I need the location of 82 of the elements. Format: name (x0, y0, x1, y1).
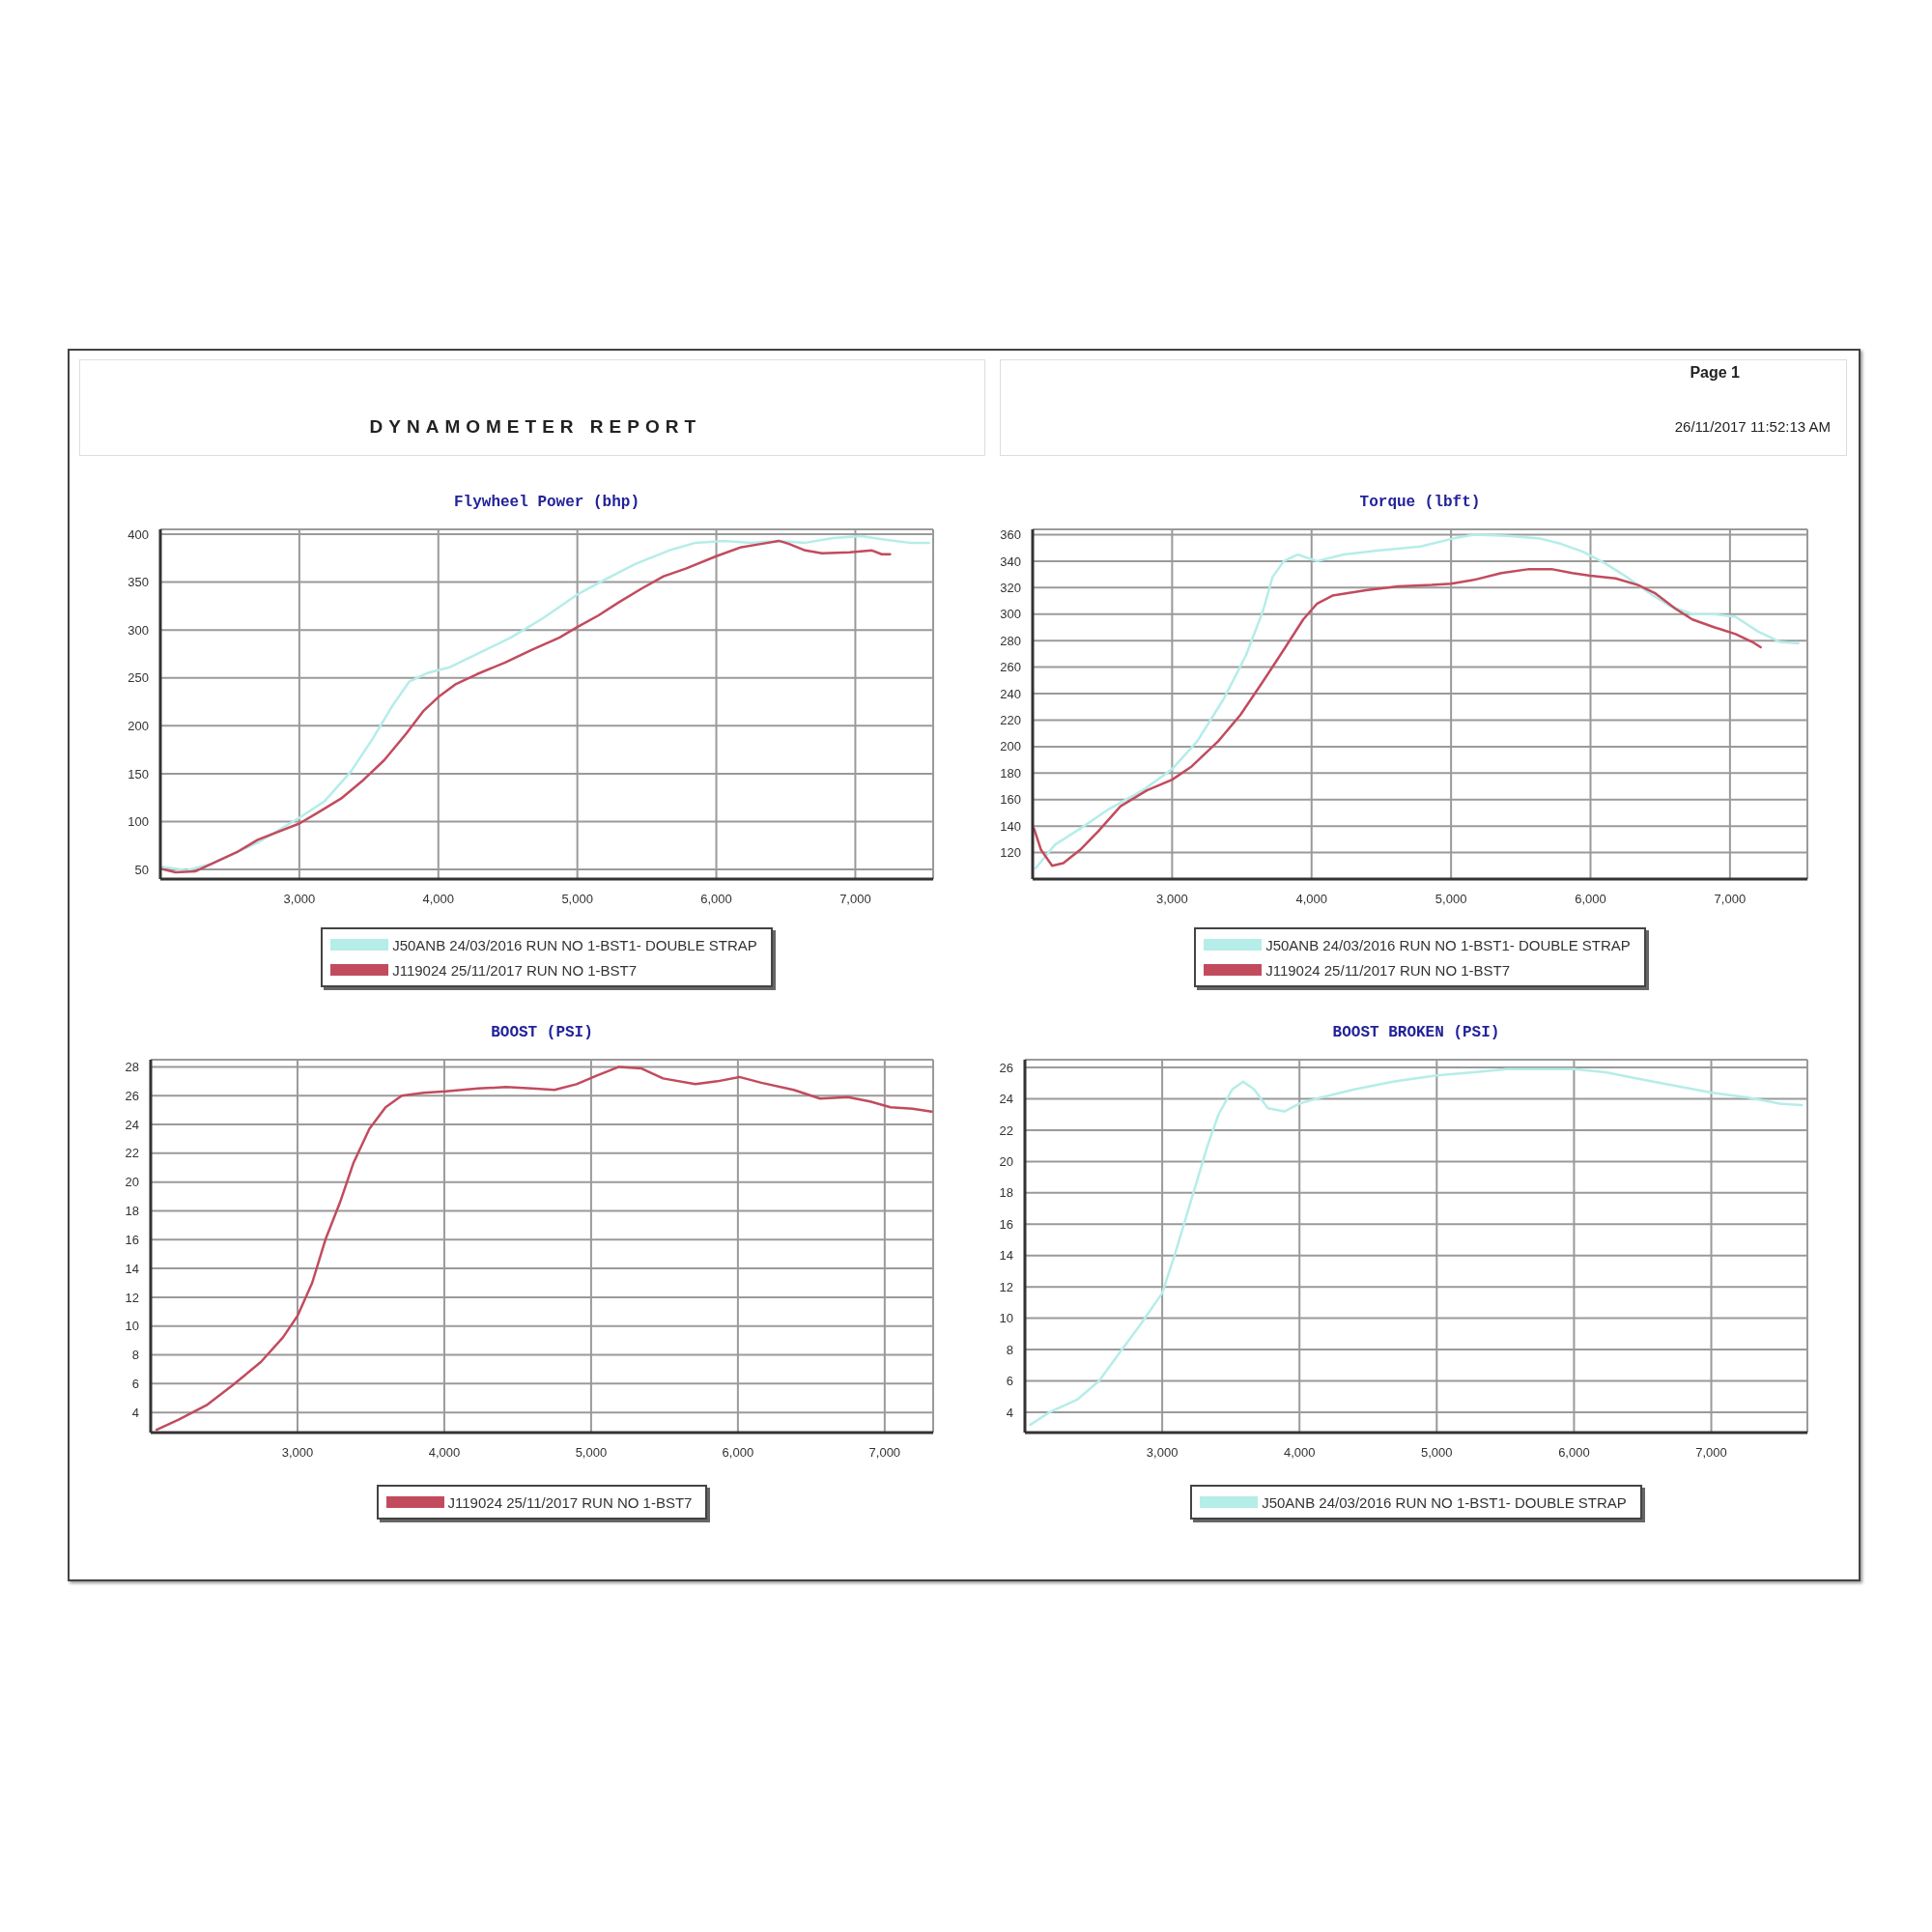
line-series (155, 1065, 933, 1432)
y-tick-label: 22 (125, 1146, 139, 1161)
legend-label: J50ANB 24/03/2016 RUN NO 1-BST1- DOUBLE STRAP (1262, 1493, 1627, 1511)
y-tick-label: 4 (1006, 1405, 1013, 1420)
x-tick-label: 7,000 (1714, 892, 1747, 907)
y-tick-label: 14 (999, 1248, 1013, 1264)
y-tick-label: 10 (999, 1311, 1013, 1326)
x-tick-label: 7,000 (868, 1445, 901, 1461)
x-tick-label: 3,000 (1156, 892, 1188, 907)
y-tick-label: 16 (125, 1232, 139, 1247)
y-tick-label: 50 (134, 862, 149, 877)
legend-label: J119024 25/11/2017 RUN NO 1-BST7 (447, 1493, 693, 1511)
y-tick-label: 26 (999, 1060, 1013, 1075)
y-tick-label: 250 (128, 670, 149, 686)
y-tick-label: 14 (125, 1261, 139, 1276)
y-tick-label: 24 (125, 1117, 139, 1132)
y-tick-label: 120 (1000, 845, 1021, 861)
x-tick-label: 5,000 (1421, 1445, 1453, 1461)
chart-title: BOOST BROKEN (PSI) (1332, 1024, 1500, 1041)
y-tick-label: 280 (1000, 633, 1021, 648)
y-tick-label: 8 (1006, 1342, 1013, 1357)
chart-title: Flywheel Power (bhp) (453, 494, 640, 511)
legend-label: J50ANB 24/03/2016 RUN NO 1-BST1- DOUBLE STRAP (1265, 936, 1631, 953)
y-tick-label: 220 (1000, 713, 1021, 728)
line-series (1033, 567, 1762, 867)
x-tick-label: 4,000 (1283, 1445, 1316, 1461)
y-tick-label: 6 (1006, 1374, 1013, 1389)
y-tick-label: 18 (999, 1185, 1013, 1201)
x-tick-label: 6,000 (1575, 892, 1606, 907)
legend-label: J119024 25/11/2017 RUN NO 1-BST7 (392, 961, 638, 979)
y-tick-label: 200 (1000, 739, 1021, 754)
line-series (1029, 1067, 1804, 1427)
y-tick-label: 160 (1000, 792, 1021, 808)
x-tick-label: 3,000 (281, 1445, 314, 1461)
y-tick-label: 12 (999, 1279, 1013, 1294)
y-tick-label: 320 (1000, 580, 1021, 595)
y-tick-label: 6 (131, 1376, 139, 1391)
y-tick-label: 360 (1000, 527, 1021, 543)
y-tick-label: 28 (125, 1060, 139, 1075)
y-tick-label: 240 (1000, 686, 1021, 701)
y-tick-label: 200 (128, 718, 149, 733)
x-tick-label: 4,000 (1295, 892, 1328, 907)
y-tick-label: 150 (128, 766, 149, 781)
x-tick-label: 3,000 (283, 892, 316, 907)
x-tick-label: 5,000 (561, 892, 593, 907)
y-tick-label: 350 (128, 575, 149, 590)
x-tick-label: 6,000 (1558, 1445, 1590, 1461)
y-tick-label: 300 (1000, 607, 1021, 622)
x-tick-label: 5,000 (575, 1445, 608, 1461)
line-series (1034, 533, 1800, 870)
y-tick-label: 260 (1000, 660, 1021, 675)
x-tick-label: 7,000 (839, 892, 871, 907)
x-tick-label: 3,000 (1146, 1445, 1179, 1461)
legend-label: J119024 25/11/2017 RUN NO 1-BST7 (1265, 961, 1511, 979)
x-tick-label: 7,000 (1695, 1445, 1727, 1461)
y-tick-label: 340 (1000, 554, 1021, 569)
y-tick-label: 8 (131, 1348, 139, 1363)
y-tick-label: 100 (128, 814, 149, 830)
x-tick-label: 6,000 (722, 1445, 754, 1461)
x-tick-label: 4,000 (422, 892, 455, 907)
y-tick-label: 16 (999, 1216, 1013, 1232)
x-tick-label: 6,000 (700, 892, 732, 907)
chart-title: Torque (lbft) (1359, 494, 1481, 511)
y-tick-label: 140 (1000, 818, 1021, 834)
y-tick-label: 180 (1000, 765, 1021, 781)
y-tick-label: 18 (125, 1204, 139, 1219)
y-tick-label: 26 (125, 1088, 139, 1103)
y-tick-label: 22 (999, 1122, 1013, 1138)
chart-title: BOOST (PSI) (491, 1024, 593, 1041)
header-panel: DYNAMOMETER REPORT (79, 359, 985, 456)
y-tick-label: 10 (125, 1319, 139, 1334)
y-tick-label: 20 (125, 1175, 139, 1190)
x-tick-label: 5,000 (1435, 892, 1467, 907)
legend-label: J50ANB 24/03/2016 RUN NO 1-BST1- DOUBLE STRAP (392, 936, 757, 953)
y-tick-label: 12 (125, 1290, 139, 1305)
header-panel: Page 1 26/11/2017 11:52:13 AM (1000, 359, 1847, 456)
y-tick-label: 24 (999, 1092, 1013, 1107)
y-tick-label: 300 (128, 622, 149, 638)
y-tick-label: 4 (131, 1405, 139, 1420)
x-tick-label: 4,000 (428, 1445, 461, 1461)
y-tick-label: 20 (999, 1154, 1013, 1170)
y-tick-label: 400 (128, 526, 149, 542)
